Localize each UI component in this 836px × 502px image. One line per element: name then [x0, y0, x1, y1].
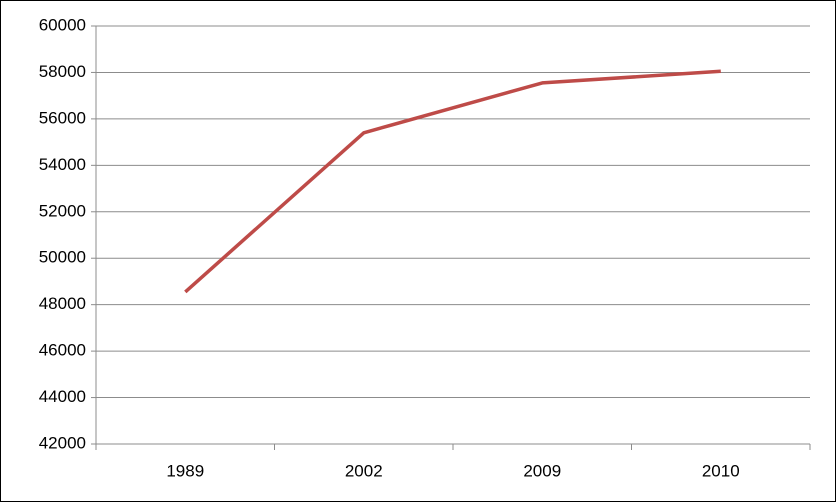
y-tick-label: 60000: [39, 15, 86, 34]
y-tick-label: 46000: [39, 341, 86, 360]
y-tick-label: 50000: [39, 248, 86, 267]
data-line: [184, 69, 721, 294]
y-tick-label: 48000: [39, 294, 86, 313]
y-tick-label: 56000: [39, 108, 86, 127]
y-tick-label: 54000: [39, 155, 86, 174]
x-tick-label: 2002: [345, 461, 383, 480]
x-tick-label: 2010: [702, 461, 740, 480]
y-tick-label: 52000: [39, 201, 86, 220]
y-tick-label: 44000: [39, 387, 86, 406]
y-tick-label: 58000: [39, 62, 86, 81]
x-tick-label: 2009: [523, 461, 561, 480]
y-tick-label: 42000: [39, 433, 86, 452]
x-tick-label: 1989: [166, 461, 204, 480]
